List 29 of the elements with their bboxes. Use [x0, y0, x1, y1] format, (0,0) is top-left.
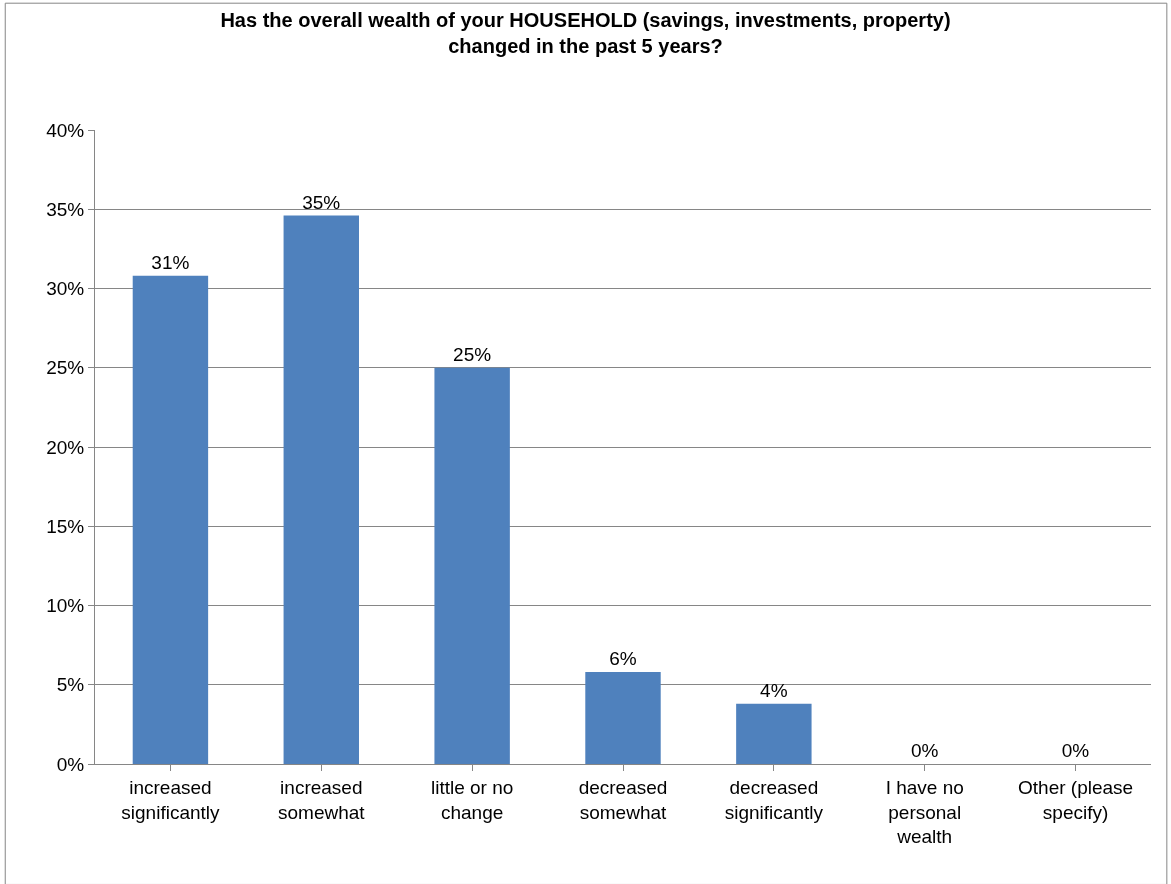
bar — [283, 215, 359, 764]
x-tick-label: decreased significantly — [724, 776, 824, 823]
x-tick-label: increased significantly — [121, 776, 221, 823]
y-tick-label: 40% — [46, 119, 85, 141]
data-label: 0% — [1061, 740, 1090, 761]
y-tick-label: 10% — [46, 595, 85, 617]
y-tick-label: 15% — [46, 515, 85, 537]
y-tick-label: 5% — [56, 674, 85, 696]
bar — [434, 367, 510, 764]
data-label: 4% — [760, 679, 788, 701]
x-tick-label: I have no personal wealth — [885, 776, 964, 848]
x-tick-label: little or no change — [430, 776, 514, 823]
bar — [585, 672, 661, 764]
chart-title: Has the overall wealth of your HOUSEHOLD (savings, investments, property) changed in the past 5 years? — [220, 8, 951, 57]
y-tick-label: 35% — [46, 198, 85, 220]
bar — [736, 703, 812, 764]
data-label: 0% — [910, 740, 939, 761]
data-label: 6% — [609, 648, 637, 670]
bar — [132, 275, 209, 764]
data-label: 35% — [302, 191, 341, 213]
y-tick-label: 20% — [46, 436, 85, 458]
data-label: 31% — [151, 251, 190, 273]
x-tick-label: Other (please specify) — [1018, 776, 1134, 823]
y-tick-label: 0% — [56, 753, 85, 775]
x-tick-label: increased somewhat — [277, 776, 366, 823]
data-label: 25% — [453, 343, 492, 365]
y-tick-label: 25% — [46, 357, 85, 379]
y-tick-label: 30% — [46, 278, 85, 300]
x-tick-label: decreased somewhat — [578, 776, 668, 823]
